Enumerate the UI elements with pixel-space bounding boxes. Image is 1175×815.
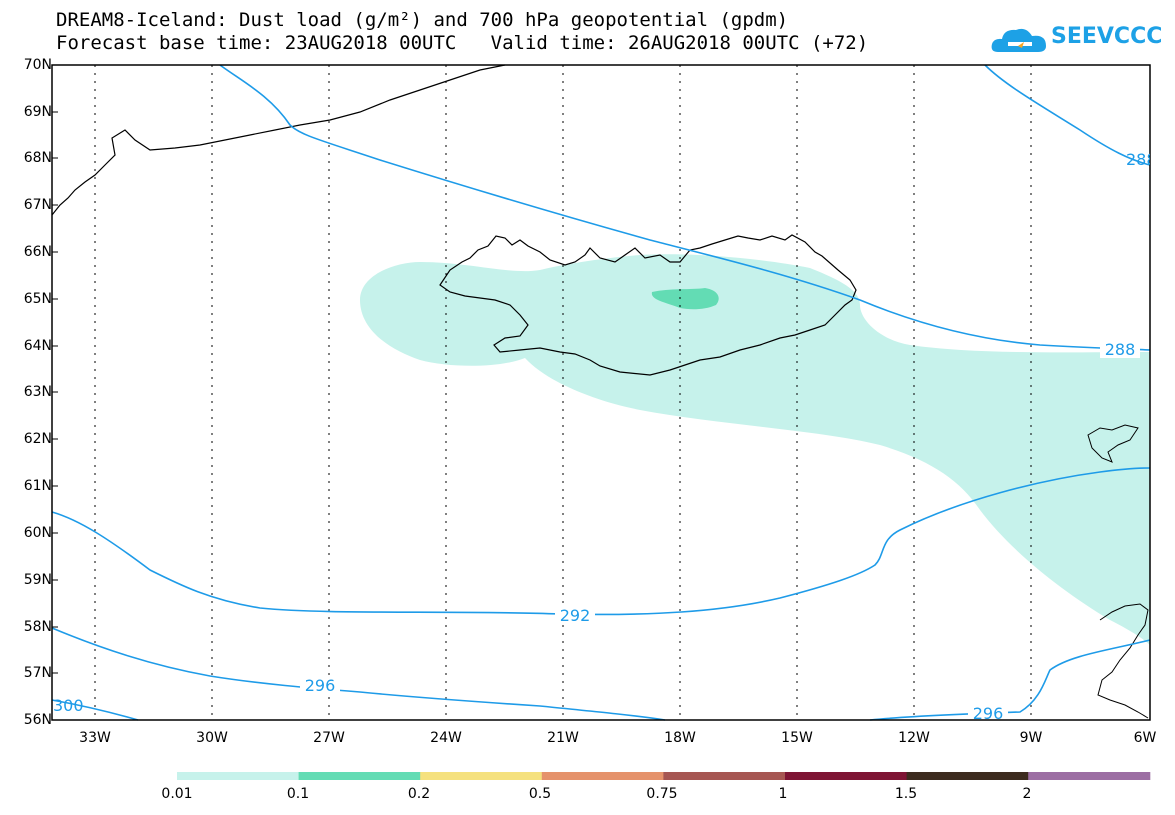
colorbar-label: 0.2	[407, 786, 431, 802]
colorbar-label: 0.1	[286, 786, 310, 802]
lat-label: 63N	[23, 384, 52, 400]
lon-label: 24W	[430, 730, 462, 746]
colorbar-swatch	[906, 772, 1029, 780]
forecast-time-line: Forecast base time: 23AUG2018 00UTC Vali…	[56, 32, 869, 54]
lat-label: 67N	[23, 197, 52, 213]
lat-label: 70N	[23, 57, 52, 73]
contour-label: 296	[972, 704, 1004, 723]
colorbar-label: 2	[1022, 786, 1032, 802]
colorbar-swatch	[785, 772, 908, 780]
lat-label: 60N	[23, 525, 52, 541]
colorbar-label: 1.5	[894, 786, 918, 802]
lon-label: 9W	[1019, 730, 1043, 746]
colorbar	[177, 772, 1151, 780]
lat-label: 66N	[23, 244, 52, 260]
contour-label: 300	[53, 696, 83, 715]
colorbar-swatch	[663, 772, 786, 780]
lat-label: 59N	[23, 572, 52, 588]
contour-label: 292	[559, 606, 591, 625]
lon-label: 30W	[196, 730, 228, 746]
colorbar-label: 0.5	[528, 786, 552, 802]
lat-label: 68N	[23, 150, 52, 166]
colorbar-swatch	[1028, 772, 1151, 780]
lat-label: 57N	[23, 665, 52, 681]
lon-label: 33W	[79, 730, 111, 746]
lat-label: 69N	[23, 104, 52, 120]
iceland-coastline	[439, 234, 857, 376]
colorbar-swatch	[420, 772, 543, 780]
lon-label: 27W	[313, 730, 345, 746]
colorbar-label: 0.75	[646, 786, 678, 802]
chart-title: DREAM8-Iceland: Dust load (g/m²) and 700…	[56, 9, 789, 31]
colorbar-swatch	[177, 772, 300, 780]
lat-ticks	[52, 64, 58, 721]
lon-label: 21W	[547, 730, 579, 746]
contour-label: 288	[1104, 340, 1136, 359]
lon-label: 18W	[664, 730, 696, 746]
lat-label: 58N	[23, 619, 52, 635]
lat-label: 65N	[23, 291, 52, 307]
colorbar-swatch	[541, 772, 664, 780]
geopotential-contours	[51, 64, 1151, 721]
lon-label: 12W	[898, 730, 930, 746]
lon-label: 6W	[1133, 730, 1157, 746]
logo-text: SEEVCCC	[1051, 24, 1163, 49]
lat-label: 64N	[23, 338, 52, 354]
greenland-coastline	[51, 64, 506, 216]
contour-labels	[300, 340, 1140, 722]
lat-label: 61N	[23, 478, 52, 494]
lat-label: 62N	[23, 431, 52, 447]
colorbar-swatch	[298, 772, 421, 780]
faroe-islands	[1087, 424, 1139, 463]
contour-label: 296	[304, 676, 336, 695]
colorbar-label: 0.01	[161, 786, 193, 802]
lat-label: 56N	[23, 712, 52, 728]
cloud-icon	[991, 28, 1046, 52]
dust-area-medium	[651, 288, 719, 310]
scotland-coastline	[1097, 603, 1149, 719]
lon-label: 15W	[781, 730, 813, 746]
colorbar-label: 1	[778, 786, 788, 802]
contour-label: 288	[1126, 150, 1150, 169]
